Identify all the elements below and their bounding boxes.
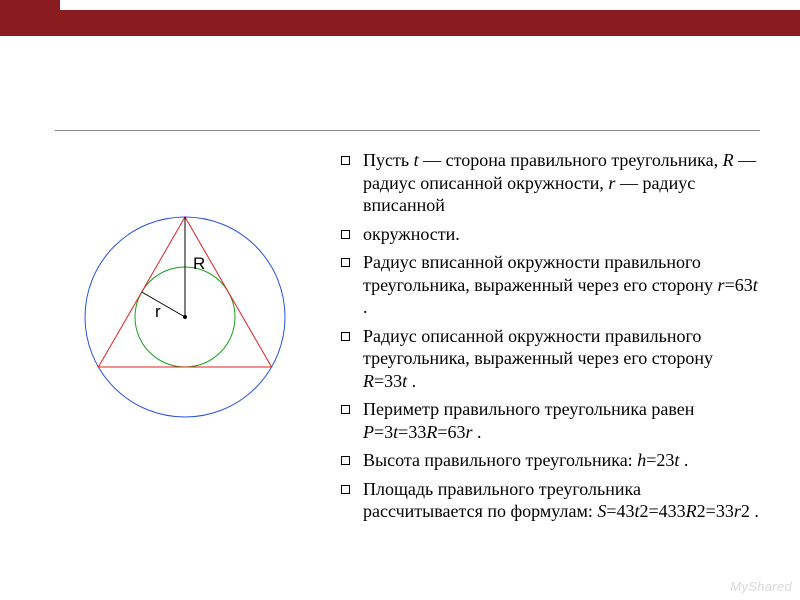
bullet-item: Периметр правильного треугольника равен … bbox=[335, 398, 760, 443]
square-bullet-icon bbox=[341, 485, 350, 494]
bullet-text: Пусть t — сторона правильного треугольни… bbox=[363, 150, 756, 215]
square-bullet-icon bbox=[341, 332, 350, 341]
label-r: r bbox=[155, 302, 161, 321]
bullet-text: окружности. bbox=[363, 224, 460, 244]
bullet-item: Высота правильного треугольника: h=23t . bbox=[335, 449, 760, 472]
triangle-diagram: Rr bbox=[55, 189, 315, 434]
bullet-list: Пусть t — сторона правильного треугольни… bbox=[335, 149, 760, 529]
square-bullet-icon bbox=[341, 258, 350, 267]
square-bullet-icon bbox=[341, 456, 350, 465]
bullet-item: Пусть t — сторона правильного треугольни… bbox=[335, 149, 760, 217]
divider bbox=[55, 130, 760, 131]
bullet-text: Радиус вписанной окружности правильного … bbox=[363, 252, 758, 317]
slide-content: Rr Пусть t — сторона правильного треугол… bbox=[0, 130, 800, 529]
square-bullet-icon bbox=[341, 405, 350, 414]
bullet-text: Площадь правильного треугольника рассчит… bbox=[363, 479, 759, 522]
center-dot bbox=[183, 315, 187, 319]
label-R: R bbox=[193, 254, 205, 273]
top-bar-stripe bbox=[0, 10, 800, 36]
watermark: MyShared bbox=[730, 579, 792, 594]
top-bar bbox=[0, 0, 800, 46]
bullet-text: Радиус описанной окружности правильного … bbox=[363, 326, 713, 391]
diagram-svg: Rr bbox=[55, 189, 315, 429]
radius-r-line bbox=[142, 292, 185, 317]
square-bullet-icon bbox=[341, 156, 350, 165]
bullet-item: Площадь правильного треугольника рассчит… bbox=[335, 478, 760, 523]
bullet-text: Периметр правильного треугольника равен … bbox=[363, 399, 694, 442]
bullet-item: Радиус описанной окружности правильного … bbox=[335, 325, 760, 393]
bullet-item: Радиус вписанной окружности правильного … bbox=[335, 251, 760, 319]
bullet-item: окружности. bbox=[335, 223, 760, 246]
square-bullet-icon bbox=[341, 230, 350, 239]
bullet-text: Высота правильного треугольника: h=23t . bbox=[363, 450, 688, 470]
top-bar-notch bbox=[0, 0, 60, 10]
